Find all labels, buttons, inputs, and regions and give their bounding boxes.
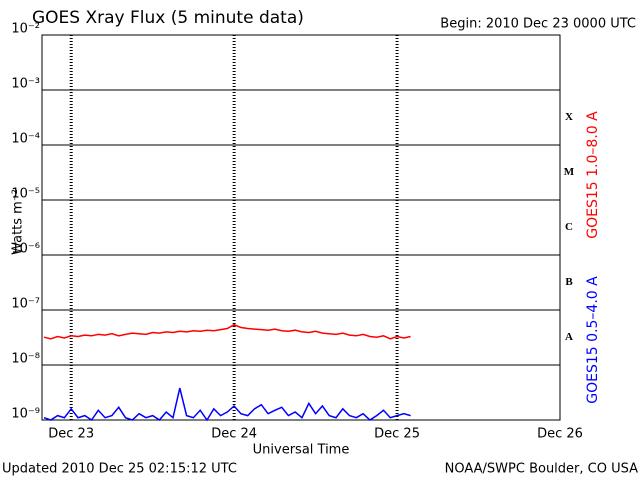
y-tick-label: 10⁻⁷ xyxy=(11,297,40,312)
y-tick-label: 10⁻⁶ xyxy=(11,242,40,257)
y-tick-label: 10⁻⁵ xyxy=(11,187,40,202)
footer-right: NOAA/SWPC Boulder, CO USA xyxy=(445,462,638,477)
footer-left: Updated 2010 Dec 25 02:15:12 UTC xyxy=(2,462,237,477)
legend-entry: GOES15 0.5–4.0 A xyxy=(585,276,601,404)
x-tick-label: Dec 26 xyxy=(537,427,583,442)
y-tick-label: 10⁻⁸ xyxy=(11,352,40,367)
y-tick-label: 10⁻³ xyxy=(11,77,40,92)
x-tick-label: Dec 23 xyxy=(48,427,94,442)
plot-frame xyxy=(41,34,561,421)
flare-class-label: A xyxy=(565,331,573,343)
flare-class-label: B xyxy=(565,276,573,288)
series-line xyxy=(43,323,411,340)
series-line xyxy=(43,387,411,422)
y-tick-label: 10⁻⁴ xyxy=(11,132,40,147)
y-tick-label: 10⁻² xyxy=(11,22,40,37)
x-tick-label: Dec 25 xyxy=(374,427,420,442)
flare-class-label: M xyxy=(564,166,575,178)
flare-class-label: C xyxy=(565,221,573,233)
legend-entry: GOES15 1.0–8.0 A xyxy=(585,111,601,239)
y-axis-label: Watts m⁻² xyxy=(11,189,26,255)
chart-title: GOES Xray Flux (5 minute data) xyxy=(32,8,304,28)
x-tick-label: Dec 24 xyxy=(211,427,257,442)
y-tick-label: 10⁻⁹ xyxy=(11,407,40,422)
x-axis-label: Universal Time xyxy=(253,443,350,458)
flare-class-label: X xyxy=(565,111,573,123)
chart-subtitle: Begin: 2010 Dec 23 0000 UTC xyxy=(440,17,636,32)
